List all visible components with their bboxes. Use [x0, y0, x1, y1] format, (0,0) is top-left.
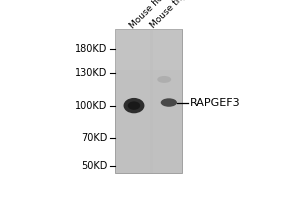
- Text: 50KD: 50KD: [81, 161, 107, 171]
- Text: Mouse thymus: Mouse thymus: [148, 0, 202, 30]
- Text: RAPGEF3: RAPGEF3: [190, 98, 240, 108]
- Ellipse shape: [124, 98, 145, 113]
- Text: Mouse heart: Mouse heart: [128, 0, 174, 30]
- Bar: [150, 29, 153, 173]
- Text: 100KD: 100KD: [75, 101, 107, 111]
- Ellipse shape: [161, 98, 177, 107]
- Bar: [116, 29, 182, 70]
- Bar: [116, 29, 182, 173]
- Ellipse shape: [128, 101, 140, 110]
- Text: 70KD: 70KD: [81, 133, 107, 143]
- Text: 130KD: 130KD: [75, 68, 107, 78]
- Text: 180KD: 180KD: [75, 44, 107, 54]
- Ellipse shape: [157, 76, 171, 83]
